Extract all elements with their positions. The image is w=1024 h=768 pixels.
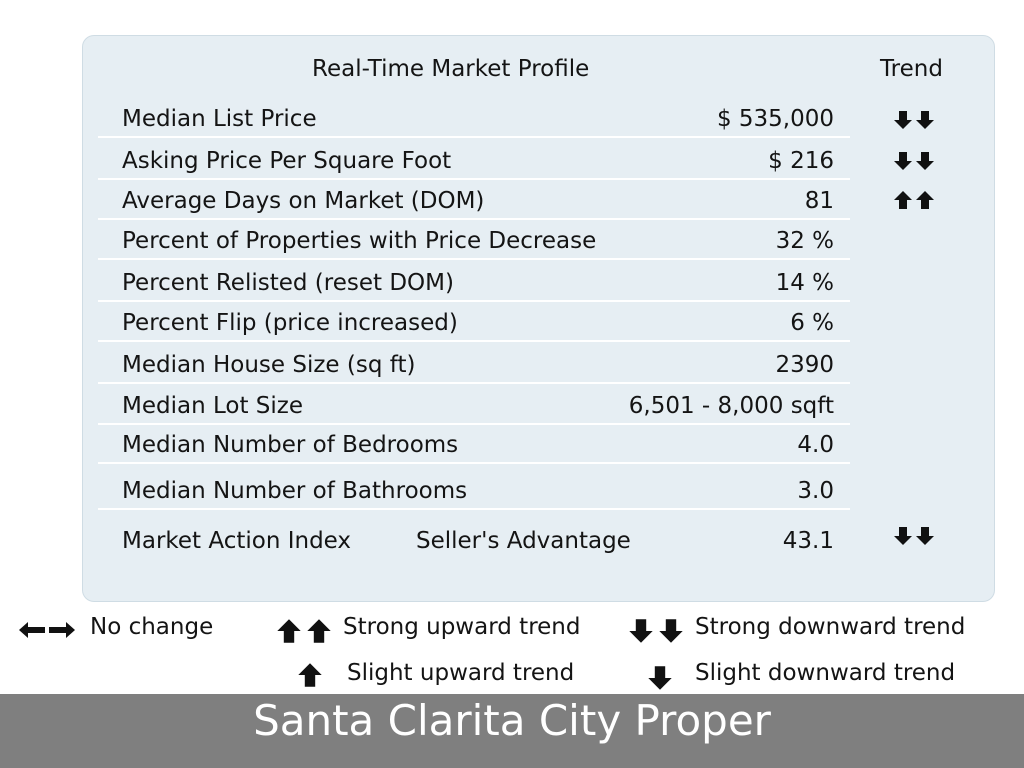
row-label: Percent Relisted (reset DOM)	[122, 270, 454, 296]
row-market-action-index: Market Action Index Seller's Advantage 4…	[98, 518, 850, 558]
arrow-down-icon	[915, 110, 935, 130]
row-label: Percent Flip (price increased)	[122, 310, 458, 336]
arrow-down-icon	[893, 526, 913, 546]
row-value: 6 %	[790, 310, 834, 336]
row-median-bedrooms: Median Number of Bedrooms 4.0	[98, 424, 850, 464]
row-value: $ 216	[768, 148, 834, 174]
row-label: Percent of Properties with Price Decreas…	[122, 228, 597, 254]
legend-slight-down-label: Slight downward trend	[695, 660, 956, 686]
location-banner: Santa Clarita City Proper	[0, 694, 1024, 768]
profile-title: Real-Time Market Profile	[312, 56, 590, 82]
legend-strong-up-label: Strong upward trend	[343, 614, 581, 640]
arrow-up-icon	[915, 190, 935, 210]
row-median-bathrooms: Median Number of Bathrooms 3.0	[98, 470, 850, 510]
row-value: 32 %	[775, 228, 834, 254]
arrow-down-icon	[915, 526, 935, 546]
arrow-down-icon	[893, 110, 913, 130]
row-value: 43.1	[782, 528, 834, 554]
row-median-list-price: Median List Price $ 535,000	[98, 98, 850, 138]
trend-strong-up-icon	[893, 188, 945, 212]
arrow-down-icon	[893, 151, 913, 171]
row-value: 14 %	[775, 270, 834, 296]
trend-header: Trend	[880, 56, 943, 82]
row-value: $ 535,000	[716, 106, 834, 132]
row-value: 4.0	[797, 432, 834, 458]
row-label: Median Number of Bedrooms	[122, 432, 459, 458]
row-asking-price-per-sqft: Asking Price Per Square Foot $ 216	[98, 140, 850, 180]
row-label: Market Action Index	[122, 528, 352, 554]
trend-strong-down-icon	[893, 108, 945, 132]
legend-no-change-label: No change	[90, 614, 214, 640]
row-median-house-size: Median House Size (sq ft) 2390	[98, 344, 850, 384]
row-label: Average Days on Market (DOM)	[122, 188, 485, 214]
row-median-lot-size: Median Lot Size 6,501 - 8,000 sqft	[98, 385, 850, 425]
row-price-decrease: Percent of Properties with Price Decreas…	[98, 220, 850, 260]
row-percent-flip: Percent Flip (price increased) 6 %	[98, 302, 850, 342]
legend-strong-up-icon	[275, 618, 333, 644]
row-value: 6,501 - 8,000 sqft	[628, 393, 834, 419]
row-percent-relisted: Percent Relisted (reset DOM) 14 %	[98, 262, 850, 302]
row-value: 81	[804, 188, 834, 214]
row-average-dom: Average Days on Market (DOM) 81	[98, 180, 850, 220]
row-sublabel: Seller's Advantage	[416, 528, 631, 554]
row-label: Median List Price	[122, 106, 317, 132]
location-title: Santa Clarita City Proper	[253, 696, 771, 745]
legend-no-change-icon	[18, 620, 76, 640]
legend-slight-down-icon	[647, 664, 673, 692]
row-value: 3.0	[797, 478, 834, 504]
legend-slight-up-icon	[297, 662, 323, 688]
market-profile-panel	[82, 35, 995, 602]
row-label: Asking Price Per Square Foot	[122, 148, 452, 174]
row-value: 2390	[775, 352, 834, 378]
row-label: Median Number of Bathrooms	[122, 478, 468, 504]
trend-strong-down-icon	[893, 149, 945, 173]
row-label: Median Lot Size	[122, 393, 303, 419]
legend-strong-down-label: Strong downward trend	[695, 614, 966, 640]
arrow-up-icon	[893, 190, 913, 210]
legend-strong-down-icon	[627, 618, 685, 644]
trend-strong-down-icon	[893, 524, 945, 548]
arrow-down-icon	[915, 151, 935, 171]
legend-slight-up-label: Slight upward trend	[347, 660, 575, 686]
row-label: Median House Size (sq ft)	[122, 352, 416, 378]
